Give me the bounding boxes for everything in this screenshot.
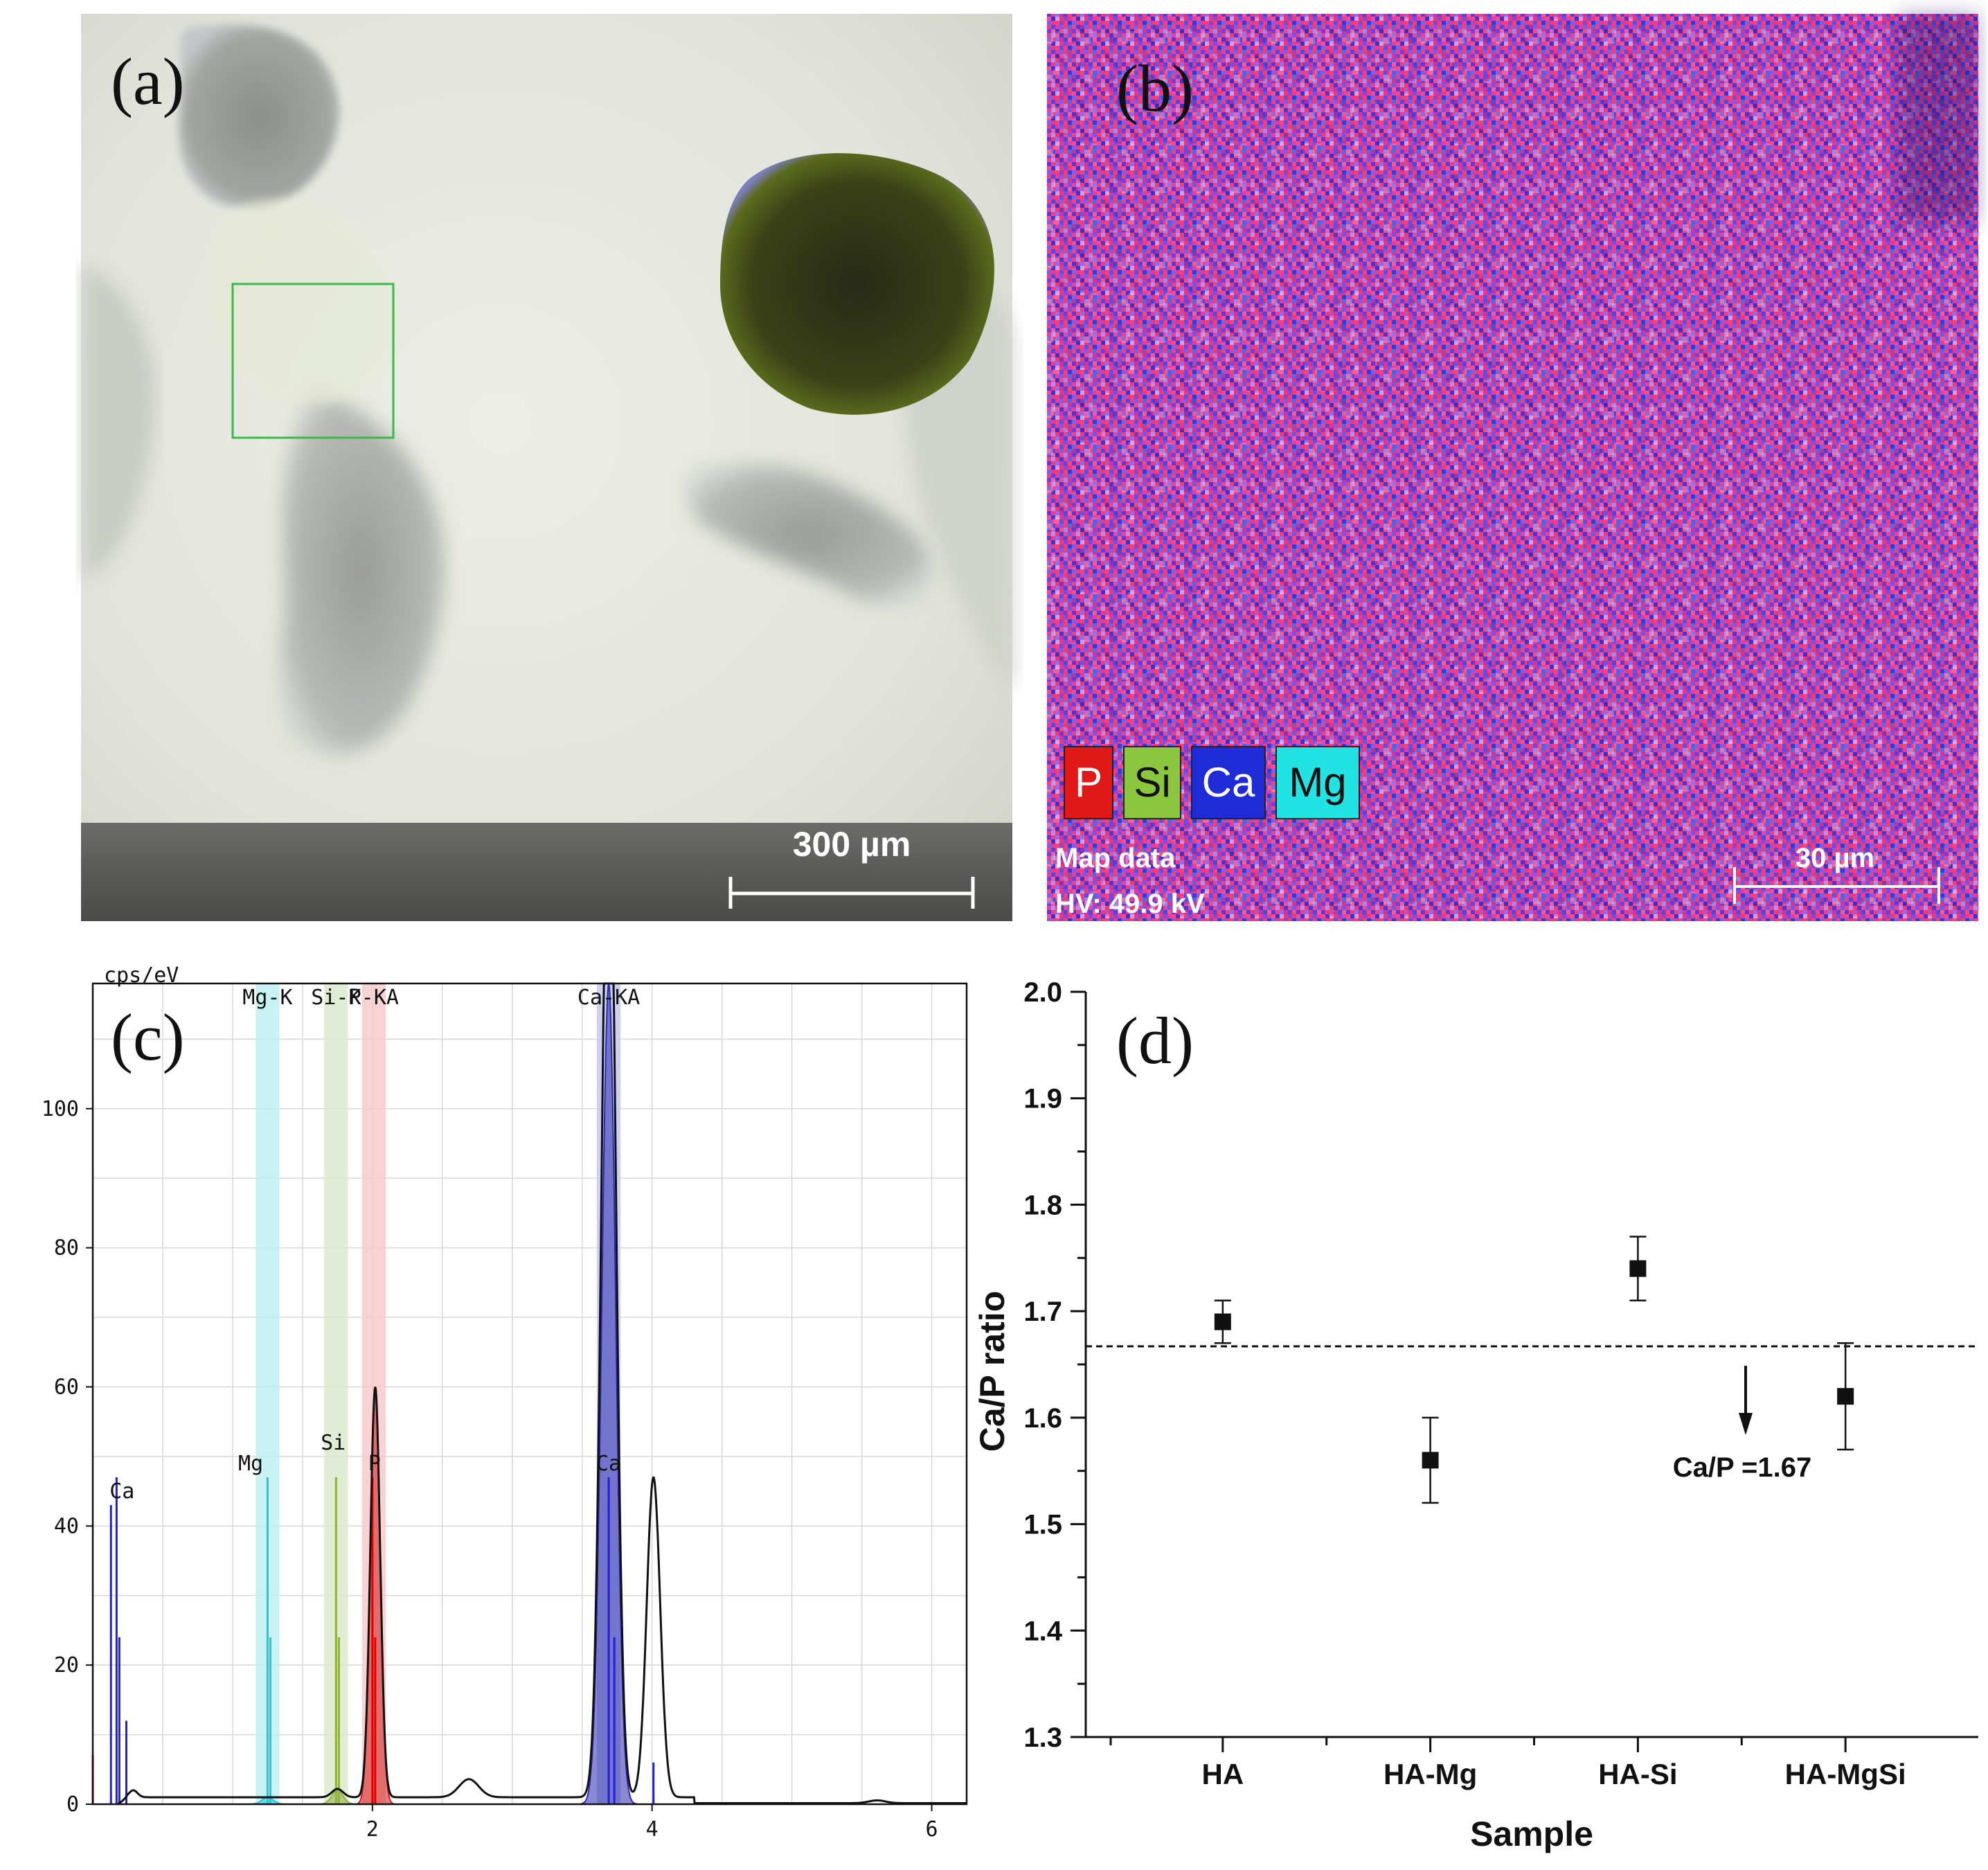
legend-label-p: P bbox=[1075, 759, 1102, 805]
ratio-y-tick-label: 2.0 bbox=[1023, 977, 1062, 1008]
spectrum-axis-ticks: 0 20 40 60 80 100 2 4 6 bbox=[42, 1097, 938, 1842]
peak-labels: Ca Mg Si P Ca bbox=[109, 1431, 621, 1504]
data-point-ha bbox=[1214, 1313, 1231, 1330]
legend-label-ca: Ca bbox=[1202, 759, 1255, 805]
element-marker-lines bbox=[91, 1477, 655, 1804]
legend-swatch-mg bbox=[1275, 746, 1360, 819]
y-tick-label: 40 bbox=[54, 1514, 79, 1538]
element-map-texture bbox=[1047, 14, 1978, 921]
ratio-y-tick-label: 1.4 bbox=[1023, 1616, 1062, 1646]
y-tick-label: 80 bbox=[54, 1236, 79, 1261]
pore-dark bbox=[720, 153, 994, 415]
panel-b-element-map: P Si Ca Mg Map data HV: 49.9 kV 30 µm (b) bbox=[1047, 14, 1978, 921]
panel-label-c: (c) bbox=[111, 1000, 185, 1074]
hv-label: HV: 49.9 kV bbox=[1055, 889, 1205, 919]
y-tick-label: 20 bbox=[54, 1653, 79, 1677]
panel-a-micrograph: 300 µm (a) bbox=[81, 14, 1012, 921]
scale-bar-b bbox=[1733, 867, 1940, 904]
peak-label-ca: Ca bbox=[596, 1452, 621, 1476]
y-tick-label: 0 bbox=[66, 1792, 79, 1817]
legend-swatch-p bbox=[1064, 746, 1113, 819]
pore-right bbox=[685, 462, 935, 607]
ratio-x-tick-label: HA-Mg bbox=[1383, 1758, 1477, 1790]
x-tick-label: 2 bbox=[366, 1817, 379, 1842]
peak-label-si: Si bbox=[321, 1431, 346, 1455]
legend-swatch-si bbox=[1123, 746, 1181, 819]
panel-label-b: (b) bbox=[1116, 51, 1194, 125]
band-label-ca-ka: Ca-KA bbox=[577, 986, 640, 1010]
ratio-y-tick-label: 1.3 bbox=[1023, 1722, 1062, 1753]
ratio-y-tick-label: 1.6 bbox=[1023, 1403, 1062, 1434]
spectrum-y-unit: cps/eV bbox=[104, 963, 179, 988]
element-band-labels: Mg-K Si-KP-KA Ca-KA bbox=[242, 986, 640, 1010]
peak-label-p: P bbox=[368, 1452, 381, 1476]
reference-arrow bbox=[1739, 1366, 1753, 1435]
pore-bottom bbox=[277, 388, 445, 756]
micrograph-pores bbox=[83, 24, 1012, 756]
ratio-y-tick-label: 1.7 bbox=[1023, 1297, 1062, 1327]
band-label-si-k: Si-K bbox=[311, 986, 361, 1010]
pore-left-edge bbox=[83, 263, 156, 582]
ratio-y-tick-label: 1.5 bbox=[1023, 1510, 1062, 1540]
x-tick-label: 4 bbox=[646, 1817, 659, 1842]
ratio-y-tick-label: 1.9 bbox=[1023, 1084, 1062, 1114]
legend-swatch-ca bbox=[1191, 746, 1266, 819]
ratio-x-tick-label: HA-MgSi bbox=[1785, 1758, 1906, 1790]
panel-label-a: (a) bbox=[111, 44, 185, 118]
ratio-axes: 1.3 1.4 1.5 1.6 1.7 1.8 1.9 2.0 HA HA-Mg HA-Si HA-M… bbox=[1023, 977, 1978, 1790]
panel-label-d: (d) bbox=[1116, 1004, 1194, 1078]
element-legend: P Si Ca Mg bbox=[1064, 746, 1360, 819]
data-point-ha-si bbox=[1629, 1260, 1647, 1277]
scale-bar-a bbox=[728, 877, 975, 909]
panel-c-eds-spectrum: Mg-K Si-KP-KA Ca-KA Ca Mg Si P Ca 0 20 40 60 80 100… bbox=[42, 963, 968, 1842]
x-tick-label: 6 bbox=[925, 1817, 938, 1842]
peak-label-ca: Ca bbox=[109, 1479, 134, 1504]
selection-box bbox=[231, 283, 395, 439]
band-label-p-ka: P-KA bbox=[349, 986, 399, 1010]
scale-bar-strip bbox=[81, 823, 1012, 921]
element-map-dark-corner bbox=[1897, 14, 1978, 222]
y-tick-label: 60 bbox=[54, 1375, 79, 1399]
pore-top-left bbox=[178, 24, 340, 208]
ratio-x-tick-label: HA-Si bbox=[1598, 1758, 1677, 1790]
map-data-label: Map data bbox=[1055, 843, 1176, 873]
ratio-x-axis-title: Sample bbox=[1470, 1815, 1593, 1853]
ratio-x-tick-label: HA bbox=[1202, 1758, 1244, 1790]
ratio-y-axis-title: Ca/P ratio bbox=[973, 1291, 1012, 1452]
spectrum-frame bbox=[91, 982, 968, 1806]
band-label-mg-k: Mg-K bbox=[242, 986, 292, 1010]
spectrum-plot-area bbox=[93, 983, 967, 1804]
data-point-ha-mg bbox=[1422, 1452, 1439, 1469]
reference-label: Ca/P =1.67 bbox=[1673, 1452, 1812, 1483]
scale-bar-label-b: 30 µm bbox=[1796, 843, 1874, 873]
panel-d-ca-p-ratio: 1.3 1.4 1.5 1.6 1.7 1.8 1.9 2.0 HA HA-Mg HA-Si HA-M… bbox=[973, 977, 1978, 1853]
scale-bar-label-a: 300 µm bbox=[793, 825, 911, 864]
data-point-ha-mgsi bbox=[1837, 1388, 1854, 1405]
y-tick-label: 100 bbox=[42, 1097, 79, 1121]
peak-label-mg: Mg bbox=[238, 1452, 263, 1476]
filled-peak bbox=[580, 983, 638, 1805]
legend-label-si: Si bbox=[1134, 759, 1170, 805]
ratio-y-tick-label: 1.8 bbox=[1023, 1190, 1062, 1220]
legend-label-mg: Mg bbox=[1289, 759, 1346, 805]
yellowish-region bbox=[211, 199, 399, 404]
spectrum-line bbox=[117, 982, 967, 1806]
ratio-points bbox=[1214, 1236, 1854, 1504]
